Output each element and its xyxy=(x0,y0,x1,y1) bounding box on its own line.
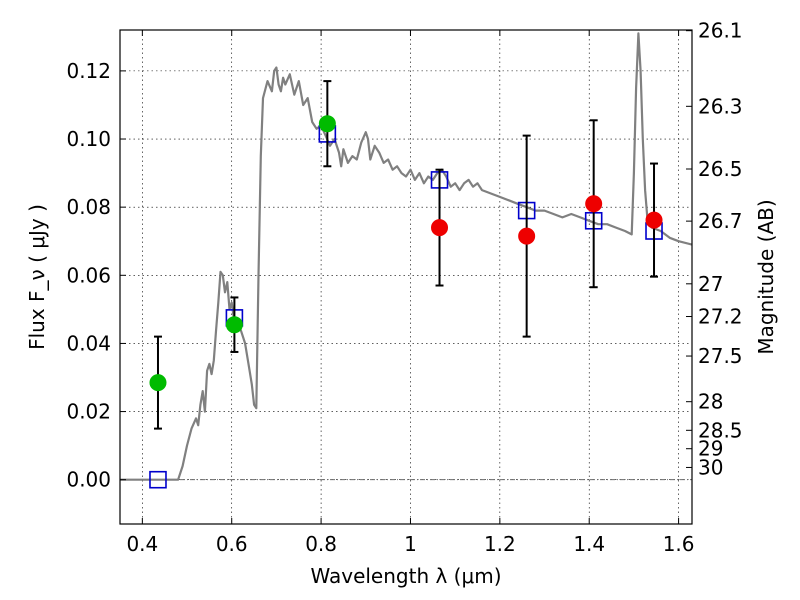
plot-frame xyxy=(119,29,693,525)
magnitude-tick-label: 28 xyxy=(698,390,723,414)
y-tick-label: 0.12 xyxy=(66,59,111,83)
observed-point xyxy=(431,219,449,237)
x-tick-label: 0.8 xyxy=(305,532,337,556)
y-tick-label: 0.00 xyxy=(66,468,111,492)
y-tick-label: 0.04 xyxy=(66,331,111,355)
magnitude-tick-label: 28.5 xyxy=(698,418,743,442)
y-tick-label: 0.06 xyxy=(66,263,111,287)
y-tick-label: 0.08 xyxy=(66,195,111,219)
model-point xyxy=(149,470,167,489)
magnitude-tick-label: 27.5 xyxy=(698,344,743,368)
y-axis-label-right: Magnitude (AB) xyxy=(754,199,778,354)
magnitude-tick-label: 27 xyxy=(698,272,723,296)
x-tick-label: 0.6 xyxy=(216,532,248,556)
axes: 0.4 0.6 0.8 1 1.2 1.4 1.6 0.00 0.02 0.04 0.06 0.08 0… xyxy=(66,19,742,556)
x-tick-label: 1.2 xyxy=(484,532,516,556)
x-tick-label: 1.4 xyxy=(573,532,605,556)
y-tick-label: 0.10 xyxy=(66,127,111,151)
magnitude-tick-label: 26.1 xyxy=(698,19,743,43)
magnitude-tick-label: 26.7 xyxy=(698,209,743,233)
observed-point xyxy=(225,316,243,334)
observed-point xyxy=(585,195,603,213)
y-tick-label: 0.02 xyxy=(66,400,111,424)
observed-point xyxy=(518,227,536,245)
observed-point xyxy=(318,115,336,133)
x-tick-label: 1 xyxy=(404,532,417,556)
x-tick-label: 0.4 xyxy=(126,532,158,556)
magnitude-tick-label: 26.3 xyxy=(698,94,743,118)
y-axis-label: Flux F_ν ( μJy ) xyxy=(25,204,49,350)
magnitude-tick-label: 26.5 xyxy=(698,157,743,181)
observed-point xyxy=(149,374,167,392)
spectrum-line xyxy=(120,32,692,481)
x-axis-label: Wavelength λ (μm) xyxy=(310,564,501,588)
plot-area xyxy=(120,32,692,489)
observed-point xyxy=(645,211,663,229)
magnitude-tick-label: 27.2 xyxy=(698,305,743,329)
magnitude-tick-label: 30 xyxy=(698,455,723,479)
x-tick-label: 1.6 xyxy=(663,532,695,556)
magnitude-tick-label: 29 xyxy=(698,437,723,461)
